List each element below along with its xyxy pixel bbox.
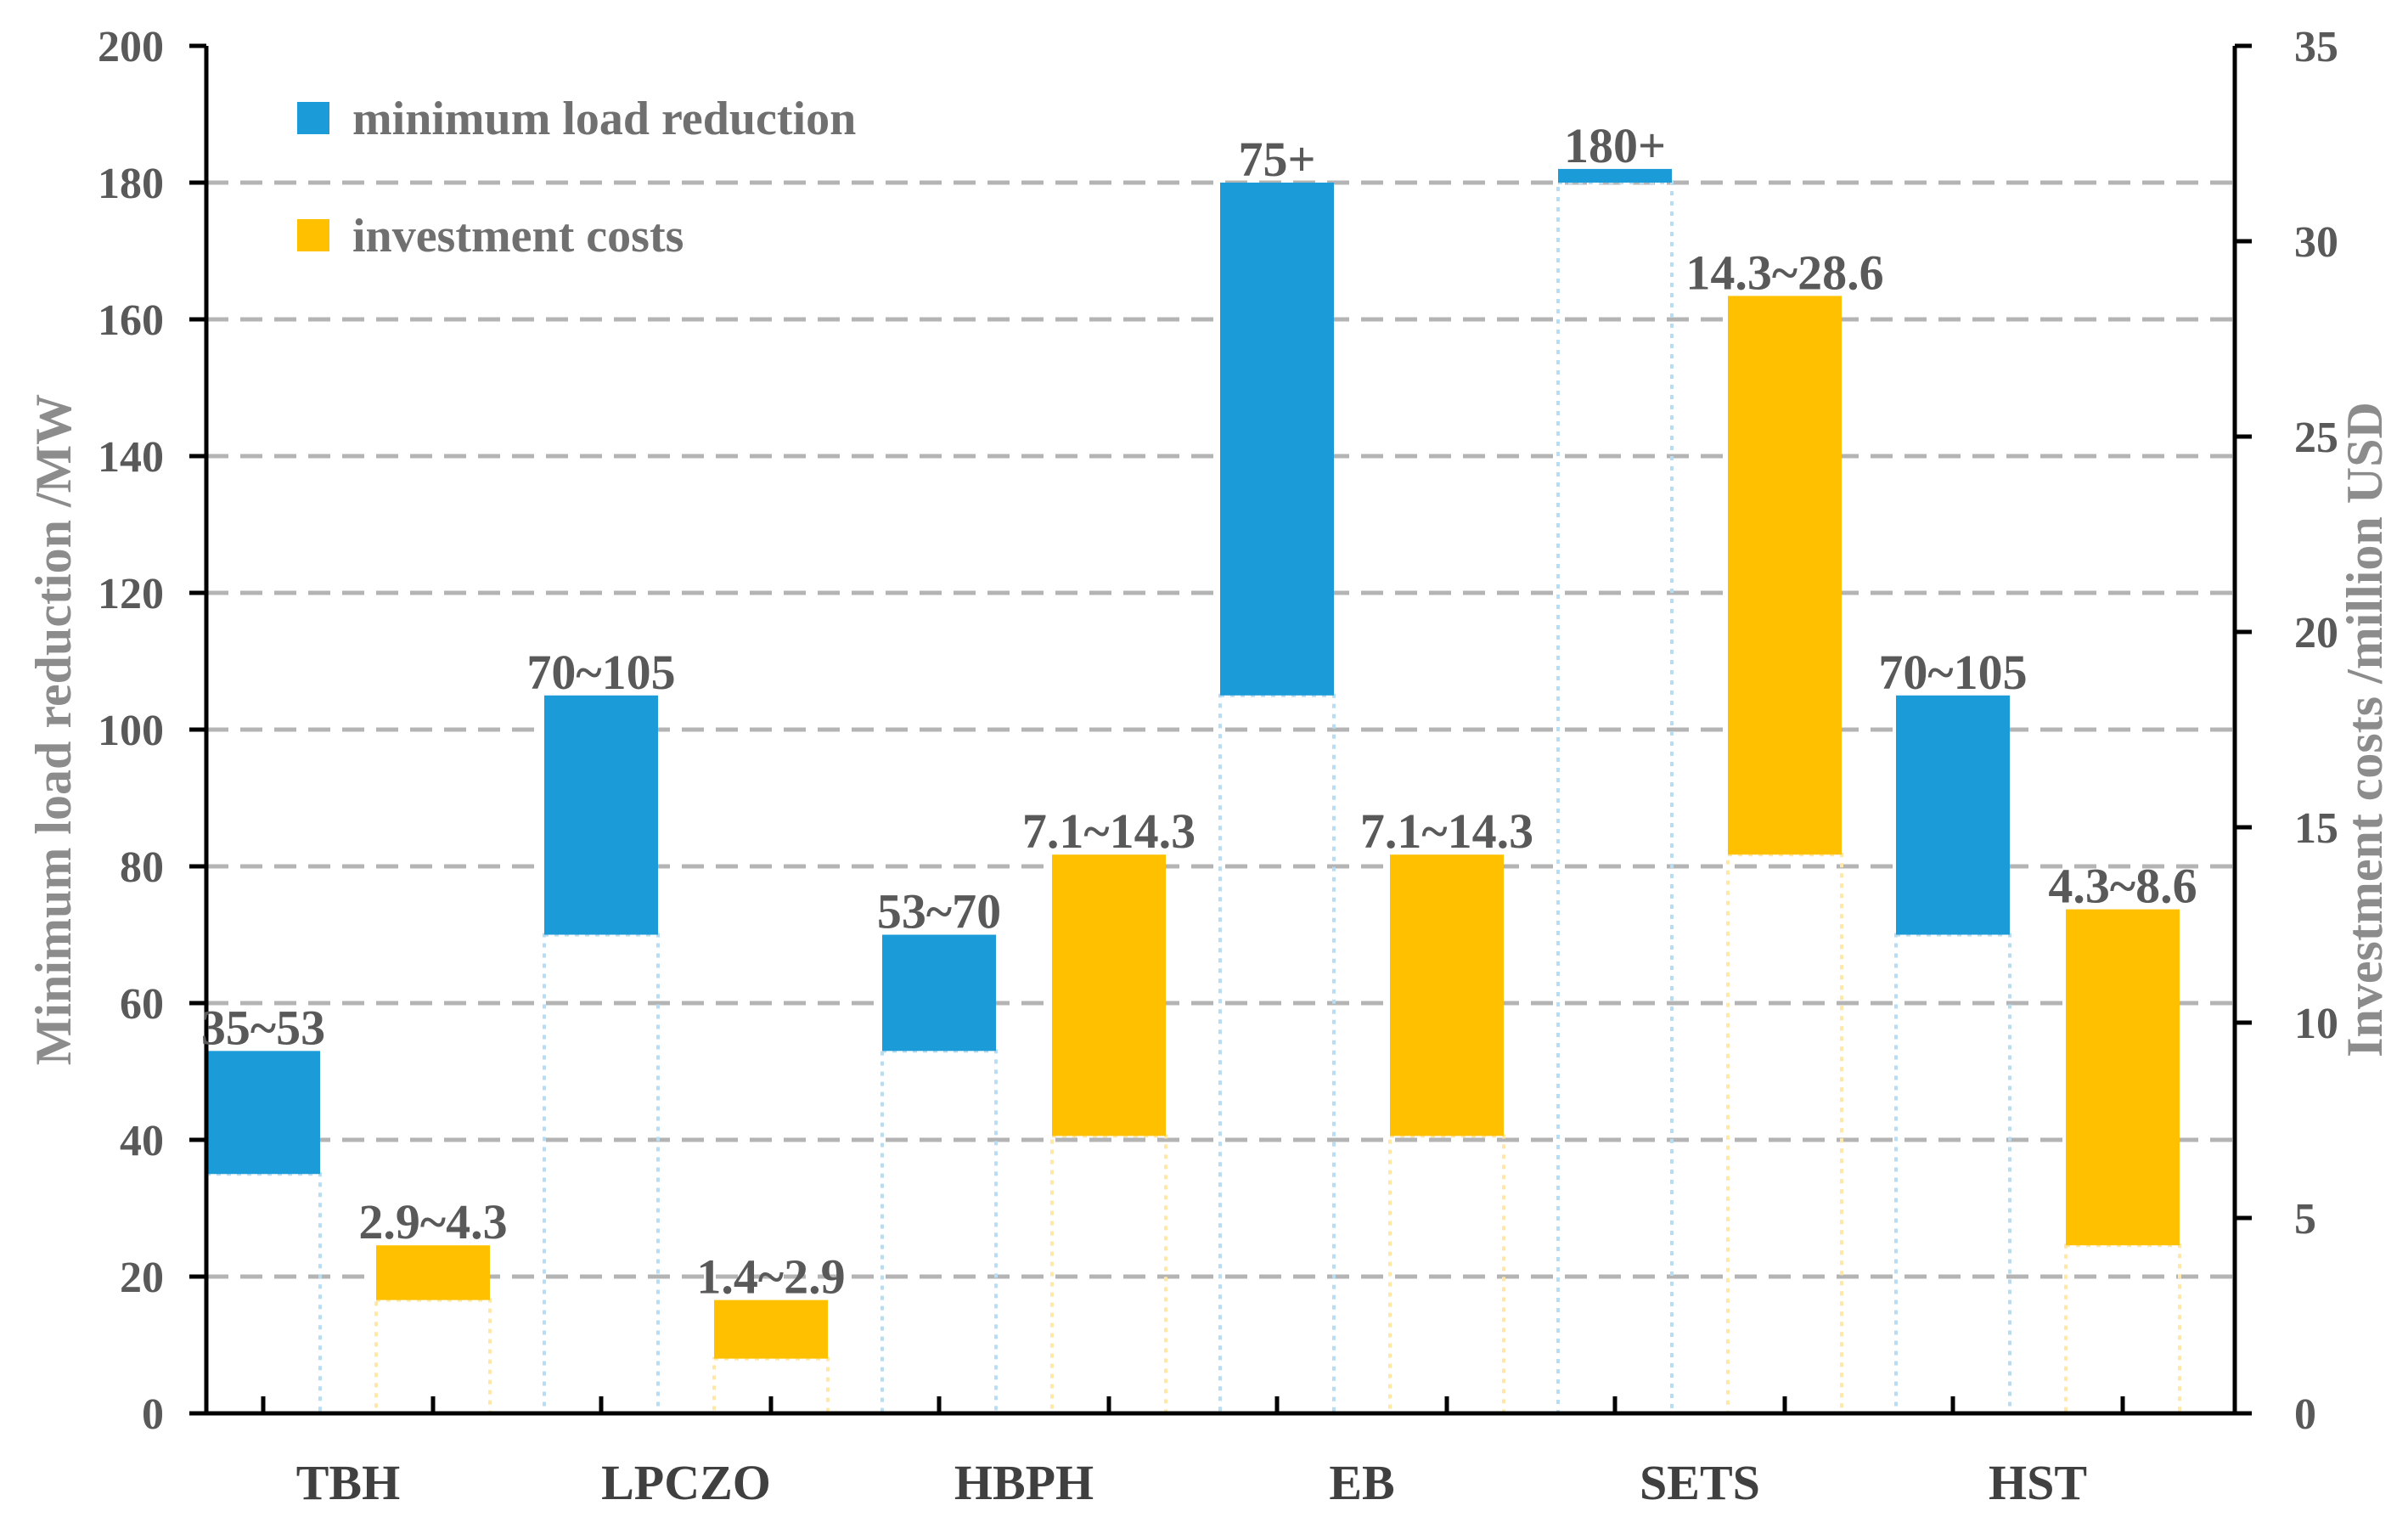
investment-cost-bar (376, 1245, 490, 1300)
category-label: SETS (1640, 1455, 1760, 1510)
bars (206, 168, 2180, 1359)
legend-swatch-load (297, 102, 329, 134)
category-label: EB (1329, 1455, 1394, 1510)
left-tick-label: 180 (98, 160, 164, 208)
right-tick-label: 25 (2294, 414, 2338, 462)
category-label: LPCZO (601, 1455, 771, 1510)
investment-cost-bar (1728, 296, 1842, 855)
axes: 0 20 40 60 80 100 120 140 160 180 200 0 5 10 15 20 25 30 3… (25, 23, 2393, 1510)
data-label: 2.9~4.3 (358, 1194, 507, 1249)
right-tick-label: 15 (2294, 804, 2338, 853)
category-label: HST (1989, 1455, 2087, 1510)
investment-cost-bar (2066, 909, 2180, 1246)
category-label: HBPH (954, 1455, 1094, 1510)
left-tick-label: 100 (98, 707, 164, 755)
data-label: 1.4~2.9 (696, 1249, 845, 1305)
data-label: 7.1~14.3 (1360, 803, 1533, 859)
investment-cost-bar (714, 1300, 828, 1359)
bar-guide (1388, 1134, 1505, 1416)
left-tick-label: 160 (98, 296, 164, 345)
bar-guide (1050, 1134, 1167, 1416)
legend: minimum load reduction investment costs (297, 93, 856, 262)
bar-labels: 35~53 70~105 53~70 75+ 180+ 70~105 2.9~4.3 1.4~… (201, 118, 2197, 1305)
left-tick-label: 140 (98, 433, 164, 482)
load-reduction-bar (1220, 183, 1334, 696)
left-tick-label: 200 (98, 23, 164, 71)
left-tick-label: 40 (120, 1117, 164, 1165)
right-tick-label: 20 (2294, 609, 2338, 657)
bar-guide (1726, 853, 1843, 1415)
left-tick-label: 120 (98, 570, 164, 618)
data-label: 75+ (1238, 132, 1315, 187)
bar-guide (1218, 693, 1336, 1415)
legend-label-cost: investment costs (352, 210, 684, 262)
right-tick-label: 10 (2294, 1000, 2338, 1048)
data-label: 14.3~28.6 (1685, 245, 1883, 300)
left-tick-label: 20 (120, 1254, 164, 1302)
load-reduction-bar (206, 1051, 320, 1175)
investment-cost-bar (1052, 854, 1166, 1136)
left-tick-label: 60 (120, 980, 164, 1029)
data-label: 35~53 (201, 1000, 325, 1055)
bar-guide (543, 933, 660, 1415)
legend-label-load: minimum load reduction (352, 93, 856, 145)
load-reduction-bar (544, 695, 658, 935)
left-tick-label: 80 (120, 843, 164, 892)
load-reduction-bar (882, 934, 996, 1052)
right-tick-label: 30 (2294, 218, 2338, 267)
data-label: 53~70 (877, 884, 1001, 939)
bar-guide (2064, 1243, 2181, 1415)
left-tick-label: 0 (142, 1390, 164, 1439)
bar-guide (205, 1172, 322, 1415)
category-label: TBH (296, 1455, 401, 1510)
right-tick-label: 5 (2294, 1195, 2316, 1243)
data-label: 70~105 (526, 645, 675, 700)
bar-guide (1894, 933, 2011, 1415)
data-label: 4.3~8.6 (2048, 859, 2197, 914)
bar-guide (880, 1049, 998, 1415)
data-label: 70~105 (1878, 645, 2027, 700)
data-label: 180+ (1564, 118, 1666, 173)
load-reduction-bar (1896, 695, 2010, 935)
right-tick-label: 35 (2294, 23, 2338, 71)
left-axis-title: Minimum load reduction /MW (25, 394, 82, 1066)
right-tick-label: 0 (2294, 1390, 2316, 1439)
right-axis-title: Investment costs /million USD (2337, 402, 2393, 1057)
load-reduction-bar (1558, 168, 1672, 183)
bar-guide (374, 1298, 492, 1415)
investment-cost-bar (1390, 854, 1504, 1136)
bar-guide (1556, 181, 1674, 1415)
data-label: 7.1~14.3 (1022, 803, 1196, 859)
legend-swatch-cost (297, 219, 329, 251)
